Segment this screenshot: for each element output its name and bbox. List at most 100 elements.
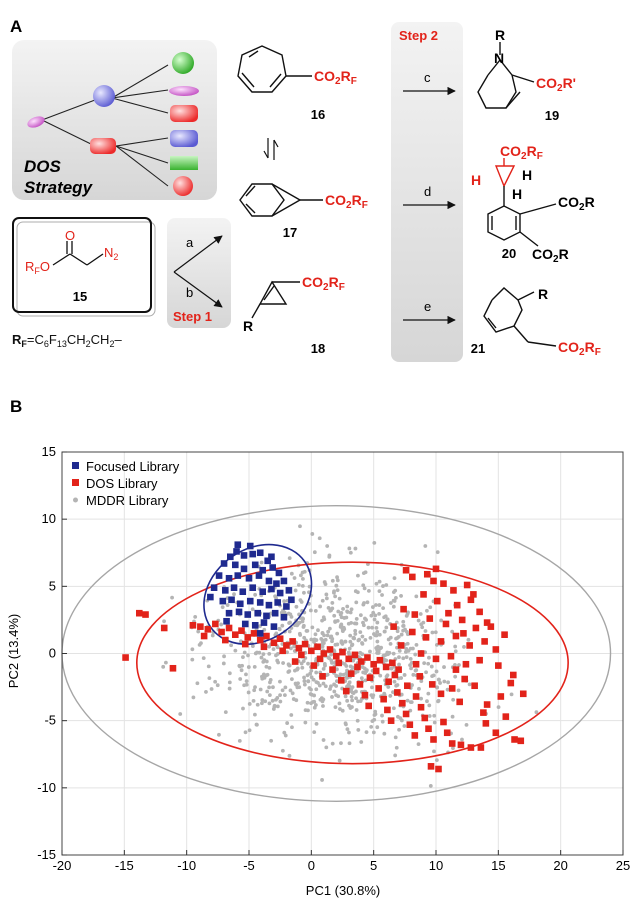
mddr-point [384, 625, 389, 630]
mddr-point [161, 664, 166, 669]
mddr-point [432, 720, 437, 725]
focused-point [256, 549, 264, 557]
product-19: R N CO2R' 19 [477, 27, 576, 123]
mddr-point [267, 651, 272, 656]
dos-point [390, 623, 397, 630]
panel-a-label: A [10, 17, 22, 36]
mddr-point [453, 649, 458, 654]
mddr-point [321, 666, 326, 671]
mddr-point [345, 604, 350, 609]
mddr-point [425, 608, 429, 613]
mddr-point [309, 668, 314, 673]
mddr-point [375, 639, 380, 644]
mddr-point [371, 610, 376, 615]
dos-point [366, 674, 374, 681]
mddr-point [287, 669, 292, 674]
y-axis-label: PC2 (13.4%) [6, 614, 21, 688]
mddr-point [263, 699, 268, 704]
mddr-point [413, 652, 418, 657]
mddr-point [227, 680, 232, 685]
mddr-point [330, 578, 335, 583]
compound-18: CO2RF R 18 [243, 274, 345, 356]
focused-point [249, 550, 257, 558]
mddr-point [396, 635, 401, 639]
focused-point [255, 572, 263, 579]
focused-point [280, 577, 288, 585]
mddr-point [450, 629, 455, 634]
dos-point [423, 570, 431, 578]
dos-point [365, 702, 372, 710]
dos-point [411, 732, 419, 739]
focused-point [251, 561, 259, 569]
focused-point [244, 611, 252, 618]
dos-point [361, 691, 369, 699]
dos-point [430, 577, 437, 585]
mddr-point [221, 661, 226, 666]
mddr-point [314, 687, 319, 692]
legend-marker [73, 497, 78, 503]
mddr-point [288, 688, 293, 693]
mddr-point [264, 673, 268, 678]
mddr-point [191, 695, 196, 700]
mddr-point [429, 664, 434, 669]
focused-point [251, 621, 259, 629]
dos-point [430, 736, 437, 743]
mddr-point [401, 619, 406, 624]
mddr-point [312, 637, 317, 642]
mddr-point [330, 636, 335, 641]
mddr-point [298, 524, 302, 529]
product-19-n: N [494, 50, 504, 66]
mddr-point [446, 680, 450, 685]
mddr-point [333, 642, 338, 647]
mddr-point [351, 635, 356, 640]
mddr-point [293, 588, 298, 593]
rf-definition: RF=C6F13CH2CH2– [12, 332, 122, 349]
mddr-point [350, 685, 355, 690]
mddr-point [335, 631, 340, 636]
dos-ellipse [135, 561, 569, 765]
mddr-point [350, 705, 354, 709]
mddr-point [302, 682, 307, 687]
mddr-point [232, 592, 236, 597]
red-block [90, 138, 116, 154]
mddr-point [213, 679, 218, 684]
mddr-point [338, 707, 342, 711]
mddr-point [296, 582, 301, 587]
mddr-point [329, 652, 334, 657]
product-20-ester1: CO2R [558, 194, 595, 213]
mddr-point [267, 665, 272, 670]
mddr-point [324, 592, 329, 597]
mddr-point [300, 584, 305, 588]
mddr-point [287, 629, 292, 634]
mddr-point [430, 630, 435, 635]
dos-point [463, 581, 471, 589]
mddr-point [392, 576, 397, 581]
mddr-point [361, 620, 365, 625]
dos-point [276, 635, 284, 643]
focused-point [249, 584, 257, 591]
mddr-point [350, 698, 355, 703]
mddr-point [312, 730, 317, 735]
mddr-point [267, 701, 272, 706]
dos-point [435, 765, 442, 773]
y-tick-label: -5 [44, 713, 56, 728]
dos-point [384, 706, 391, 714]
mddr-point [305, 628, 310, 633]
y-tick-label: -10 [37, 780, 56, 795]
mddr-point [206, 664, 211, 669]
product-19-substituent: CO2R' [536, 75, 576, 94]
dos-point [472, 624, 480, 632]
legend-marker [72, 479, 79, 486]
mddr-point [362, 666, 367, 671]
mddr-point [391, 706, 396, 711]
mddr-point [271, 707, 276, 711]
mddr-point [278, 693, 282, 698]
mddr-point [244, 679, 249, 683]
mddr-point [178, 712, 183, 716]
dos-point [428, 681, 436, 688]
mddr-point [457, 663, 461, 667]
dos-point [402, 710, 410, 718]
mddr-point [348, 633, 353, 638]
mddr-point [358, 630, 363, 635]
mddr-point [308, 671, 313, 676]
